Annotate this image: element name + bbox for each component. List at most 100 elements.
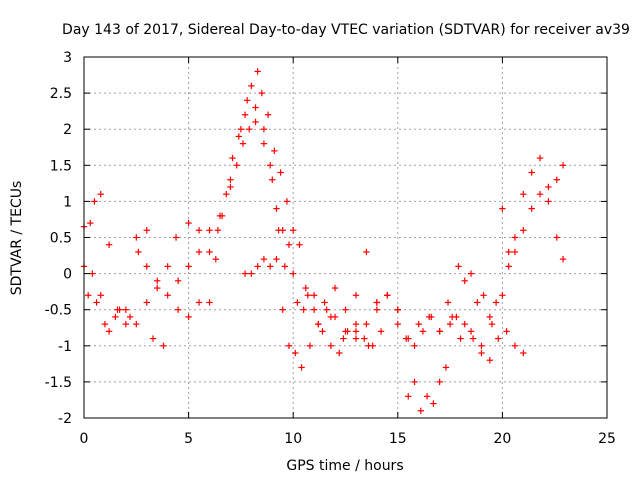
data-point: [214, 227, 222, 234]
y-axis-label: SDTVAR / TECUs: [9, 181, 25, 296]
y-tick-label: -0.5: [45, 303, 72, 319]
x-tick-label: 15: [389, 431, 407, 447]
data-point: [195, 299, 203, 306]
data-point: [285, 342, 293, 349]
data-point: [105, 328, 113, 335]
data-point: [206, 299, 213, 306]
data-point: [143, 299, 150, 306]
data-point: [241, 270, 249, 277]
chart-title: Day 143 of 2017, Sidereal Day-to-day VTE…: [62, 22, 630, 38]
data-point: [246, 126, 253, 133]
data-point: [363, 320, 370, 328]
data-point: [248, 270, 255, 277]
data-point: [252, 118, 259, 126]
data-point: [373, 306, 381, 313]
data-point: [520, 190, 527, 198]
data-point: [336, 349, 343, 357]
data-point: [340, 335, 347, 342]
data-point: [361, 335, 368, 342]
data-point: [331, 313, 339, 321]
data-point: [227, 183, 234, 191]
data-point: [273, 255, 280, 263]
data-point: [294, 299, 301, 306]
data-point: [469, 335, 477, 342]
data-point: [223, 190, 230, 198]
data-point: [315, 320, 322, 328]
data-point: [254, 263, 261, 270]
data-point: [423, 393, 431, 400]
data-point: [430, 400, 437, 407]
data-point: [499, 205, 506, 212]
data-point: [116, 306, 123, 313]
data-point: [304, 292, 312, 299]
x-tick-label: 0: [80, 431, 89, 447]
y-tick-label: 3: [63, 50, 72, 66]
data-point: [319, 328, 326, 335]
x-tick-label: 5: [184, 431, 193, 447]
data-point: [292, 349, 299, 357]
data-point: [233, 162, 240, 169]
data-point: [195, 248, 203, 256]
data-point: [135, 248, 142, 256]
series-track-e: [373, 162, 567, 349]
data-point: [511, 234, 519, 241]
data-point: [310, 306, 318, 313]
data-point: [279, 306, 286, 313]
data-point: [446, 320, 454, 328]
data-point: [273, 205, 280, 212]
data-point: [206, 227, 213, 234]
data-point: [143, 227, 150, 234]
data-point: [488, 320, 496, 328]
data-point: [474, 299, 481, 306]
data-point: [101, 320, 109, 328]
data-point: [112, 313, 119, 321]
data-point: [89, 270, 96, 277]
data-point: [486, 313, 494, 321]
data-point: [229, 154, 236, 162]
data-point: [237, 126, 245, 133]
data-point: [126, 313, 134, 321]
data-point: [241, 111, 249, 118]
data-point: [133, 234, 140, 241]
series-track-b: [80, 97, 401, 335]
data-point: [321, 299, 328, 306]
data-point: [93, 299, 100, 306]
data-point: [486, 357, 494, 364]
data-point: [164, 292, 171, 299]
data-point: [480, 292, 487, 299]
data-point: [467, 328, 475, 335]
data-point: [133, 320, 140, 328]
y-tick-label: 2: [63, 122, 72, 138]
data-point: [545, 183, 552, 191]
data-point: [363, 248, 370, 256]
x-axis-label: GPS time / hours: [286, 458, 403, 474]
x-tick-label: 25: [598, 431, 616, 447]
data-point: [285, 241, 293, 248]
data-point: [461, 277, 468, 285]
data-point: [195, 227, 203, 234]
series-track-c: [84, 89, 385, 357]
data-point: [269, 176, 276, 183]
data-point: [310, 292, 318, 299]
data-point: [352, 328, 360, 335]
data-point: [327, 342, 335, 349]
data-point: [394, 306, 401, 313]
series-track-g: [394, 299, 527, 364]
data-point: [405, 393, 412, 400]
data-point: [436, 378, 443, 386]
data-point: [243, 97, 251, 104]
data-point: [553, 176, 560, 183]
data-point: [495, 335, 502, 342]
data-point: [528, 205, 535, 212]
data-point: [154, 277, 161, 285]
data-point: [342, 328, 349, 335]
data-point: [185, 313, 192, 321]
y-tick-label: 0: [63, 267, 72, 283]
data-point: [218, 212, 226, 220]
data-point: [275, 227, 282, 234]
data-point: [296, 241, 303, 248]
data-point: [248, 82, 255, 90]
data-point: [206, 248, 213, 256]
data-point: [271, 147, 278, 155]
data-point: [492, 299, 500, 306]
